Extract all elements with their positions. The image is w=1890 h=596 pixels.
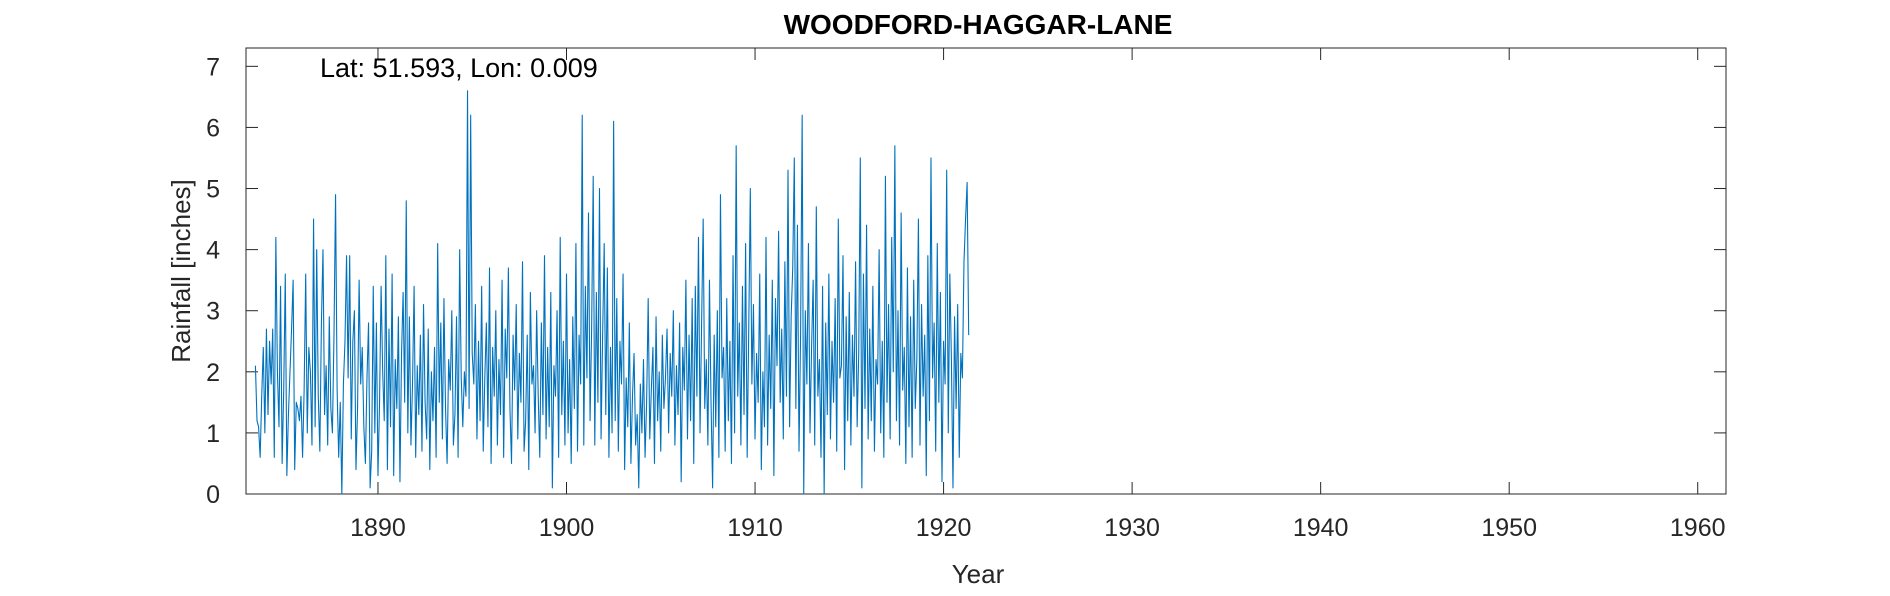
- chart-annotation: Lat: 51.593, Lon: 0.009: [320, 53, 598, 83]
- x-tick-label: 1910: [727, 514, 783, 542]
- y-tick-label: 7: [206, 53, 220, 81]
- x-tick-label: 1930: [1104, 514, 1160, 542]
- y-tick-label: 3: [206, 298, 220, 326]
- y-tick-label: 6: [206, 114, 220, 142]
- y-axis: 0 1 2 3 4 5 6 7: [206, 53, 1726, 509]
- x-tick-label: 1900: [539, 514, 595, 542]
- y-tick-label: 4: [206, 237, 220, 265]
- y-axis-label: Rainfall [inches]: [166, 179, 196, 363]
- x-tick-label: 1960: [1670, 514, 1726, 542]
- x-tick-label: 1950: [1481, 514, 1537, 542]
- y-tick-label: 5: [206, 176, 220, 204]
- x-axis: 1890 1900 1910 1920 1930 1940 1950 1960: [350, 48, 1726, 542]
- plot-area: [245, 47, 1727, 495]
- y-tick-label: 2: [206, 359, 220, 387]
- y-tick-label: 1: [206, 420, 220, 448]
- chart-title: WOODFORD-HAGGAR-LANE: [784, 9, 1173, 40]
- x-tick-label: 1920: [916, 514, 972, 542]
- y-tick-label: 0: [206, 481, 220, 509]
- rainfall-series-line: [254, 90, 970, 495]
- x-axis-label: Year: [952, 559, 1005, 589]
- x-tick-label: 1940: [1293, 514, 1349, 542]
- x-tick-label: 1890: [350, 514, 406, 542]
